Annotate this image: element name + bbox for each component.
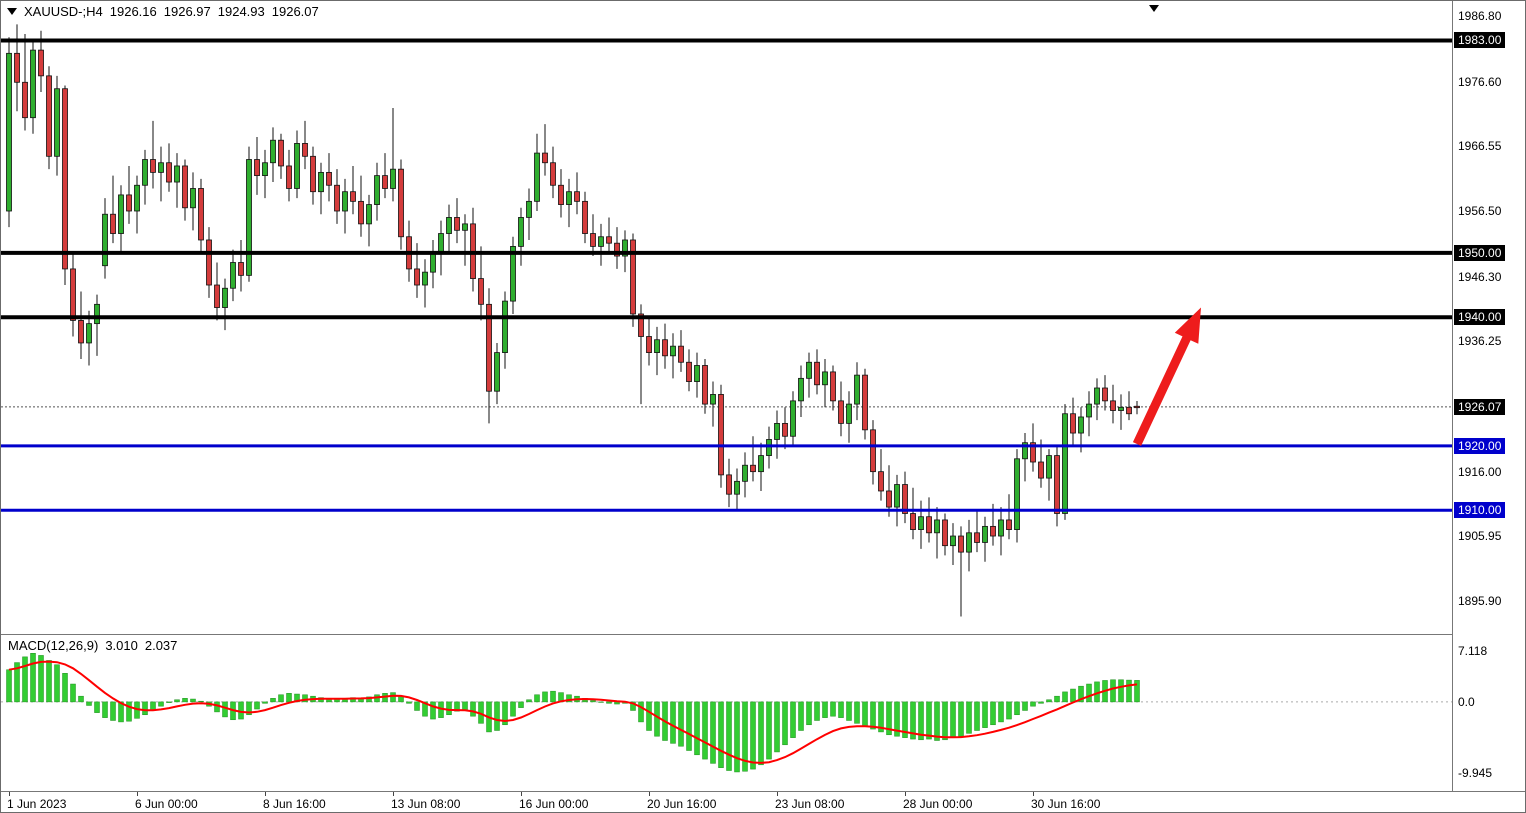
- autoscroll-triangle-icon[interactable]: [1149, 5, 1159, 12]
- price-axis-label: 1895.90: [1458, 594, 1502, 609]
- symbol-dropdown-triangle-icon[interactable]: [7, 8, 17, 15]
- macd-chart-canvas[interactable]: [1, 635, 1452, 791]
- price-axis-label: 1986.80: [1458, 8, 1502, 23]
- time-axis[interactable]: 1 Jun 2023 6 Jun 00:00 8 Jun 16:00 13 Jun 0…: [1, 791, 1525, 812]
- price-level-box: 1940.00: [1454, 309, 1506, 326]
- time-axis-tick: [521, 792, 522, 796]
- price-axis-label: 1946.30: [1458, 269, 1502, 284]
- macd-histogram: [6, 653, 1140, 773]
- price-axis-label: 1966.55: [1458, 139, 1502, 154]
- price-level-box: 1950.00: [1454, 244, 1506, 261]
- time-axis-tick: [905, 792, 906, 796]
- price-level-box: 1920.00: [1454, 437, 1506, 454]
- trend-arrow[interactable]: [1132, 307, 1201, 446]
- main-chart-canvas[interactable]: [1, 1, 1452, 634]
- candles: [6, 24, 1140, 617]
- symbol-period-label: XAUUSD-;H4: [24, 4, 103, 19]
- price-axis-label: 1905.95: [1458, 529, 1502, 544]
- price-axis[interactable]: 1986.80 1976.60 1966.55 1956.50 1946.30 1936.…: [1452, 1, 1525, 791]
- price-axis-label: 1916.00: [1458, 464, 1502, 479]
- high-value: 1926.97: [163, 4, 211, 19]
- macd-axis-label: -9.945: [1458, 766, 1493, 780]
- time-axis-label: 13 Jun 08:00: [391, 797, 461, 811]
- time-axis-tick: [265, 792, 266, 796]
- macd-indicator-label: MACD(12,26,9) 3.010 2.037: [8, 638, 177, 653]
- price-axis-label: 1976.60: [1458, 74, 1502, 89]
- time-axis-tick: [777, 792, 778, 796]
- macd-axis-label: 0.0: [1458, 694, 1475, 709]
- macd-signal-value: 2.037: [144, 638, 178, 653]
- price-axis-label: 1956.50: [1458, 204, 1502, 218]
- time-axis-label: 6 Jun 00:00: [135, 797, 198, 811]
- time-axis-label: 28 Jun 00:00: [903, 797, 973, 811]
- price-axis-label: 1936.25: [1458, 334, 1502, 349]
- time-axis-label: 30 Jun 16:00: [1031, 797, 1101, 811]
- time-axis-tick: [9, 792, 10, 796]
- time-axis-label: 20 Jun 16:00: [647, 797, 717, 811]
- macd-main-value: 3.010: [105, 638, 138, 653]
- time-axis-tick: [1033, 792, 1034, 796]
- time-axis-label: 1 Jun 2023: [7, 797, 67, 811]
- main-chart-pane: XAUUSD-;H4 1926.16 1926.97 1924.93 1926.…: [1, 1, 1452, 635]
- time-axis-label: 16 Jun 00:00: [519, 797, 589, 811]
- macd-axis-label: 7.118: [1458, 644, 1488, 658]
- macd-name: MACD(12,26,9): [8, 638, 99, 653]
- price-level-box: 1910.00: [1454, 502, 1506, 519]
- time-axis-label: 8 Jun 16:00: [263, 797, 326, 811]
- price-level-box: 1983.00: [1454, 32, 1506, 49]
- macd-pane: MACD(12,26,9) 3.010 2.037: [1, 635, 1452, 791]
- open-value: 1926.16: [109, 4, 157, 19]
- close-value: 1926.07: [271, 4, 319, 19]
- time-axis-tick: [649, 792, 650, 796]
- current-price-box: 1926.07: [1454, 398, 1506, 415]
- time-axis-label: 23 Jun 08:00: [775, 797, 845, 811]
- symbol-info: XAUUSD-;H4 1926.16 1926.97 1924.93 1926.…: [7, 4, 319, 19]
- low-value: 1924.93: [217, 4, 265, 19]
- macd-signal-line: [8, 660, 1138, 764]
- time-axis-tick: [137, 792, 138, 796]
- time-axis-tick: [393, 792, 394, 796]
